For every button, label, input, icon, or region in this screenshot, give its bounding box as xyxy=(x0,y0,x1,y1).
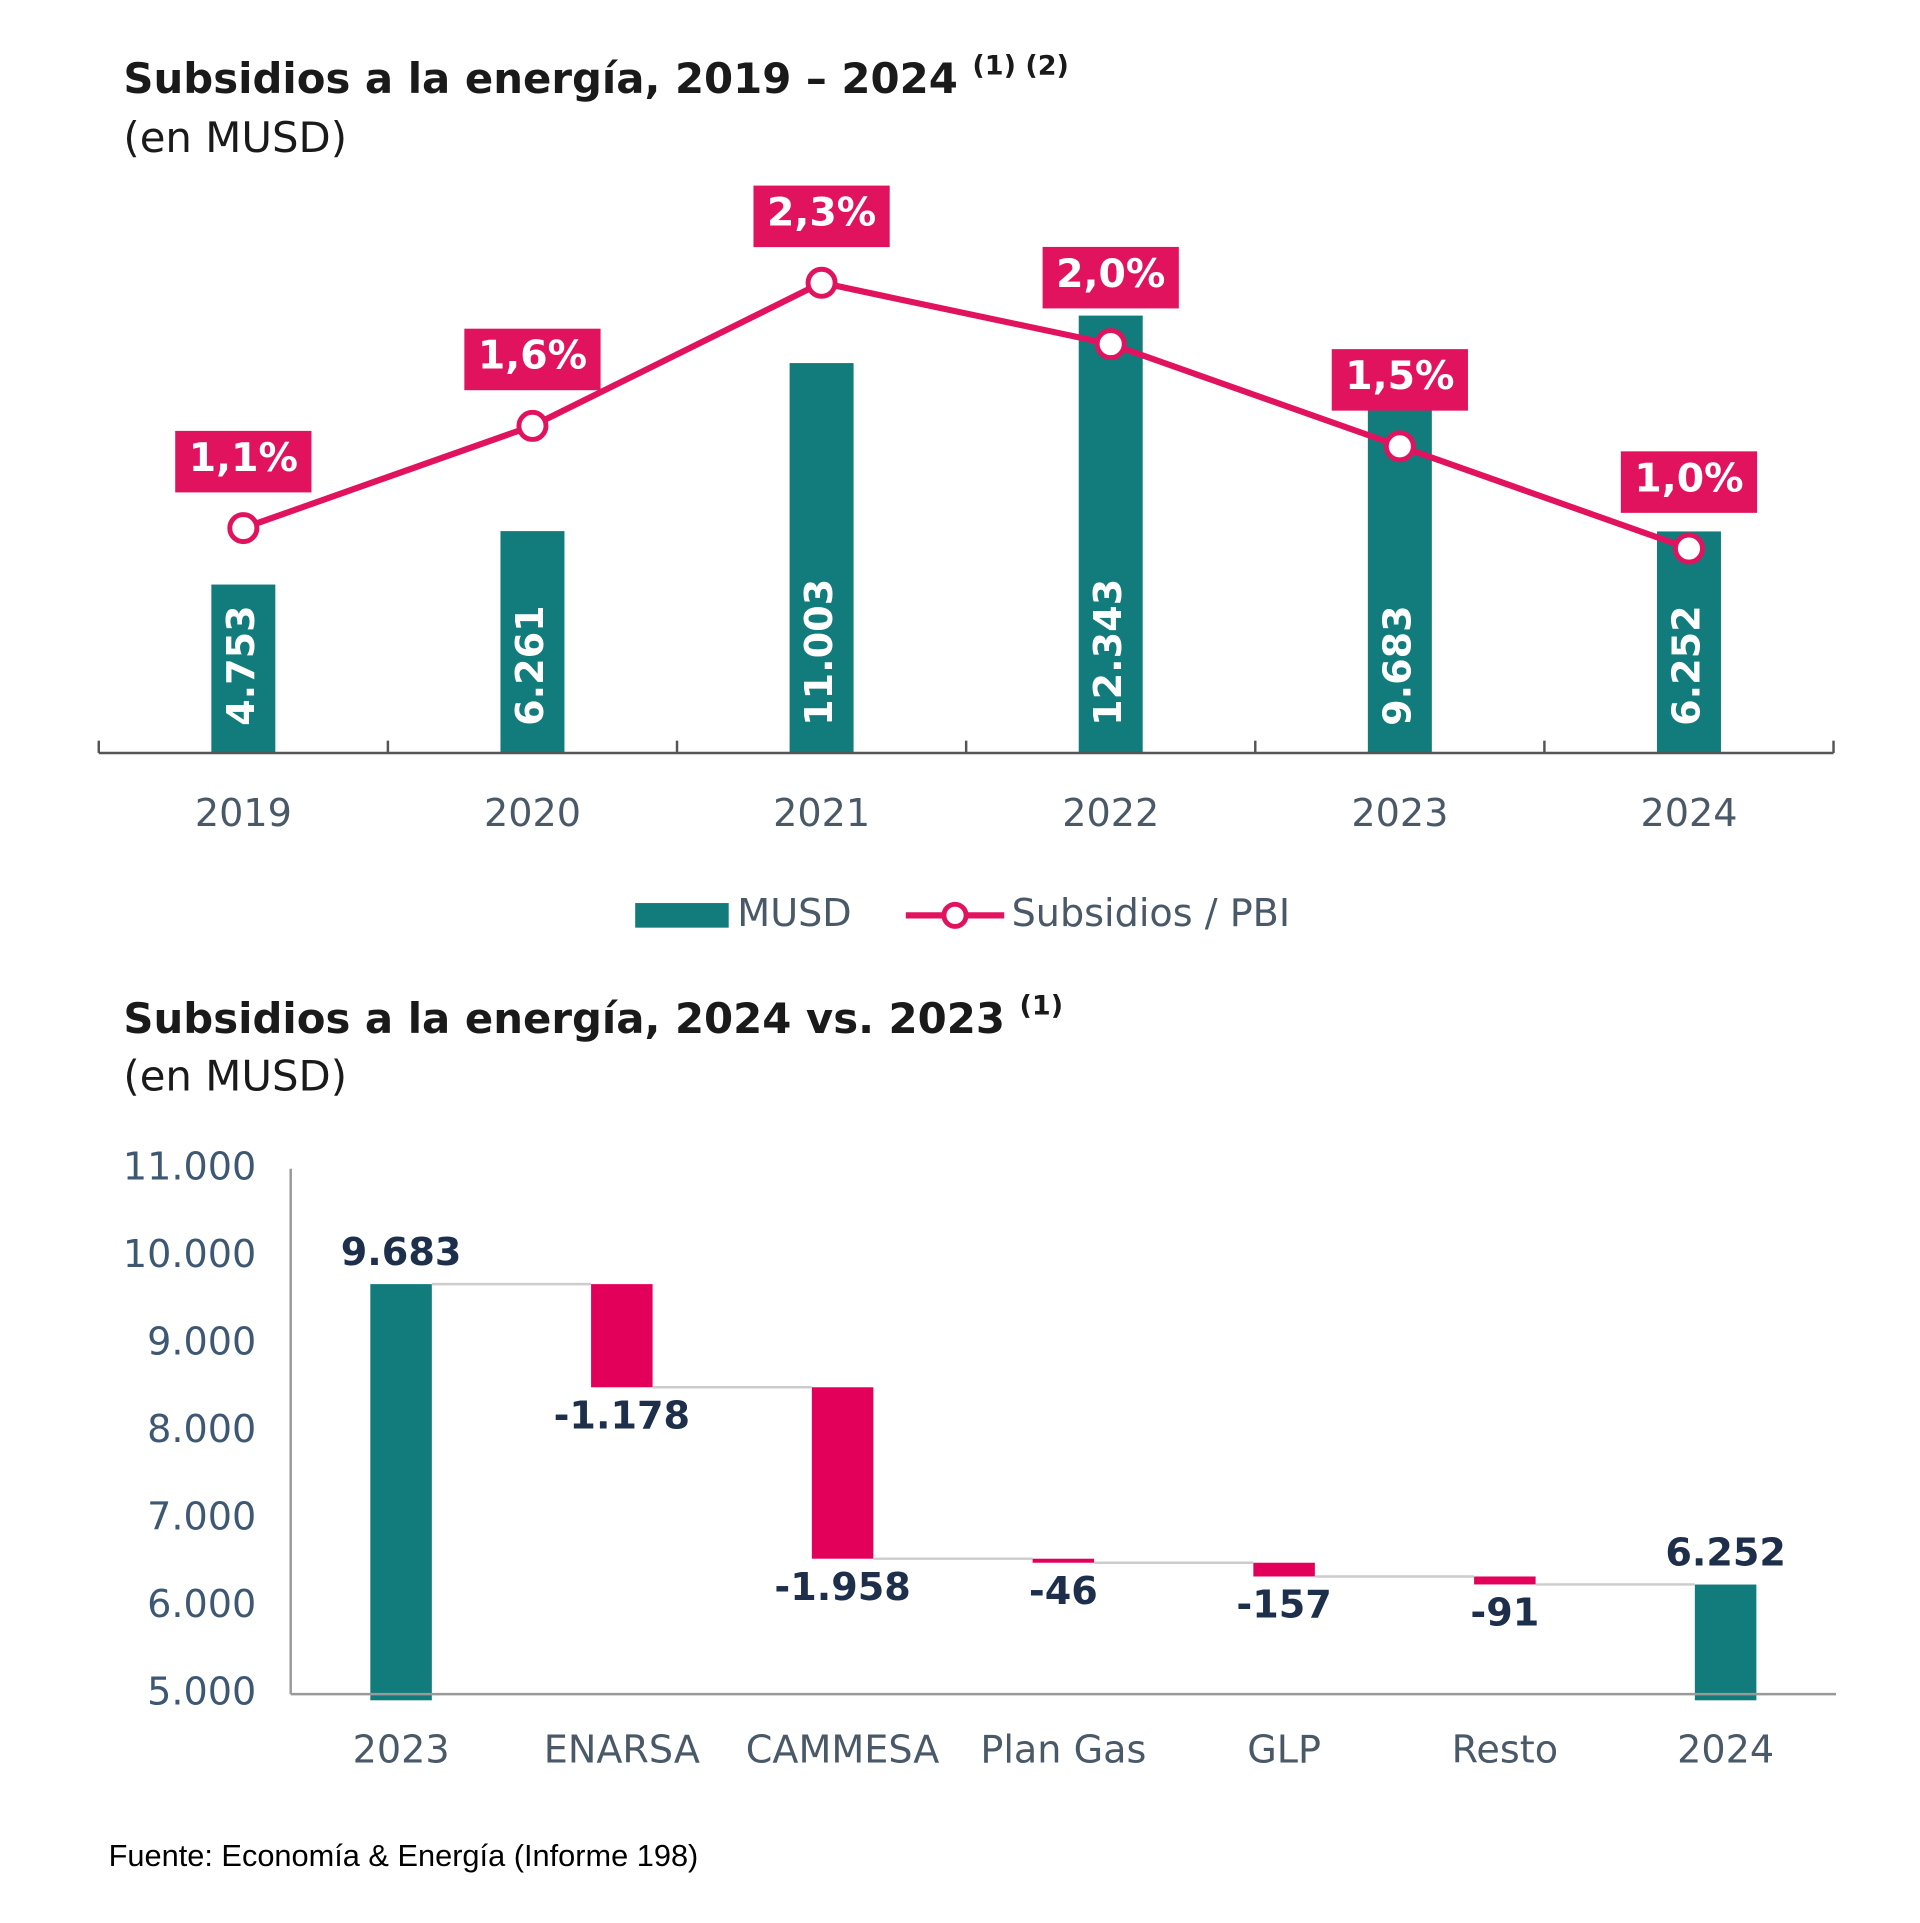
line xyxy=(242,279,1690,552)
x-tick-label: 2024 xyxy=(1677,1727,1774,1771)
bar xyxy=(811,1387,874,1559)
y-tick-label: 6.000 xyxy=(147,1582,256,1626)
bar xyxy=(500,531,565,753)
x-tick-label: GLP xyxy=(1247,1727,1321,1771)
legend-swatch xyxy=(635,903,729,928)
legend-label: MUSD xyxy=(737,891,851,935)
x-tick-label: ENARSA xyxy=(544,1727,700,1771)
title-text: Subsidios a la energía, 2024 vs. 2023 xyxy=(123,994,1005,1043)
label-box xyxy=(175,430,312,493)
chart-title: Subsidios a la energía, 2019 – 2024 (1) … xyxy=(123,50,1069,103)
line-point xyxy=(1094,328,1127,361)
label-box xyxy=(1042,246,1179,309)
x-tick-label: Plan Gas xyxy=(980,1727,1146,1771)
line-value-label: 2,0% xyxy=(1056,251,1165,297)
bar xyxy=(1656,531,1721,753)
x-tick-label: 2022 xyxy=(1062,791,1159,835)
chart-subtitle: (en MUSD) xyxy=(123,1051,347,1100)
bar-value-label: 12.343 xyxy=(1086,579,1130,726)
bar xyxy=(1367,409,1432,753)
title-text: Subsidios a la energía, 2019 – 2024 xyxy=(123,54,957,103)
bar xyxy=(1253,1562,1315,1577)
bar-value-label: -46 xyxy=(1029,1569,1098,1613)
label-box xyxy=(753,185,890,248)
x-tick-label: CAMMESA xyxy=(746,1727,940,1771)
y-tick-label: 5.000 xyxy=(147,1670,256,1714)
y-tick-label: 8.000 xyxy=(147,1407,256,1451)
y-tick-label: 7.000 xyxy=(147,1495,256,1539)
bar xyxy=(789,363,854,753)
y-tick-label: 9.000 xyxy=(147,1319,256,1363)
line-value-label: 1,0% xyxy=(1634,455,1743,501)
label-box xyxy=(464,328,601,391)
bar-value-label: 6.252 xyxy=(1665,1531,1786,1575)
source: Fuente: Economía & Energía (Informe 198) xyxy=(109,1838,699,1873)
x-tick-label: 2023 xyxy=(353,1727,450,1771)
line-point xyxy=(1672,532,1705,565)
bar-value-label: -157 xyxy=(1236,1583,1331,1627)
line-value-label: 1,6% xyxy=(478,333,587,379)
bar xyxy=(1474,1576,1536,1585)
x-tick-label: 2024 xyxy=(1640,791,1737,835)
bar-value-label: 9.683 xyxy=(341,1230,462,1274)
bar xyxy=(1032,1558,1095,1563)
chart-title: Subsidios a la energía, 2024 vs. 2023 (1… xyxy=(123,990,1063,1043)
line-value-label: 2,3% xyxy=(767,190,876,236)
bar xyxy=(370,1284,432,1701)
bar-value-label: 11.003 xyxy=(797,579,841,726)
bar xyxy=(591,1284,653,1388)
x-tick-label: 2020 xyxy=(484,791,581,835)
line-value-label: 1,5% xyxy=(1345,353,1454,399)
bar-value-label: -91 xyxy=(1470,1591,1539,1635)
x-tick-label: 2019 xyxy=(195,791,292,835)
bar-value-label: 4.753 xyxy=(219,605,263,726)
bar-value-label: 6.261 xyxy=(508,605,552,726)
x-tick-label: 2023 xyxy=(1351,791,1448,835)
line-point xyxy=(227,512,260,545)
bar xyxy=(211,584,276,753)
chart-subtitle: (en MUSD) xyxy=(123,113,347,162)
bar xyxy=(1078,315,1143,753)
x-tick-label: Resto xyxy=(1452,1727,1558,1771)
bar-value-label: -1.178 xyxy=(554,1394,690,1438)
bar-value-label: 6.252 xyxy=(1664,605,1708,726)
line-point xyxy=(805,266,838,299)
line-value-label: 1,1% xyxy=(189,435,298,481)
bar-value-label: 9.683 xyxy=(1375,605,1419,726)
bar xyxy=(1694,1584,1757,1701)
y-tick-label: 11.000 xyxy=(123,1144,256,1188)
title-note: (1) xyxy=(1020,990,1064,1021)
legend-label: Subsidios / PBI xyxy=(1012,891,1290,935)
y-tick-label: 10.000 xyxy=(123,1232,256,1276)
legend-point xyxy=(941,901,969,929)
label-box xyxy=(1620,451,1758,513)
x-tick-label: 2021 xyxy=(773,791,870,835)
title-note: (1) (2) xyxy=(972,50,1069,81)
bar-value-label: -1.958 xyxy=(774,1565,910,1609)
label-box xyxy=(1331,349,1468,411)
line-point xyxy=(1383,430,1416,463)
line-point xyxy=(516,409,549,442)
